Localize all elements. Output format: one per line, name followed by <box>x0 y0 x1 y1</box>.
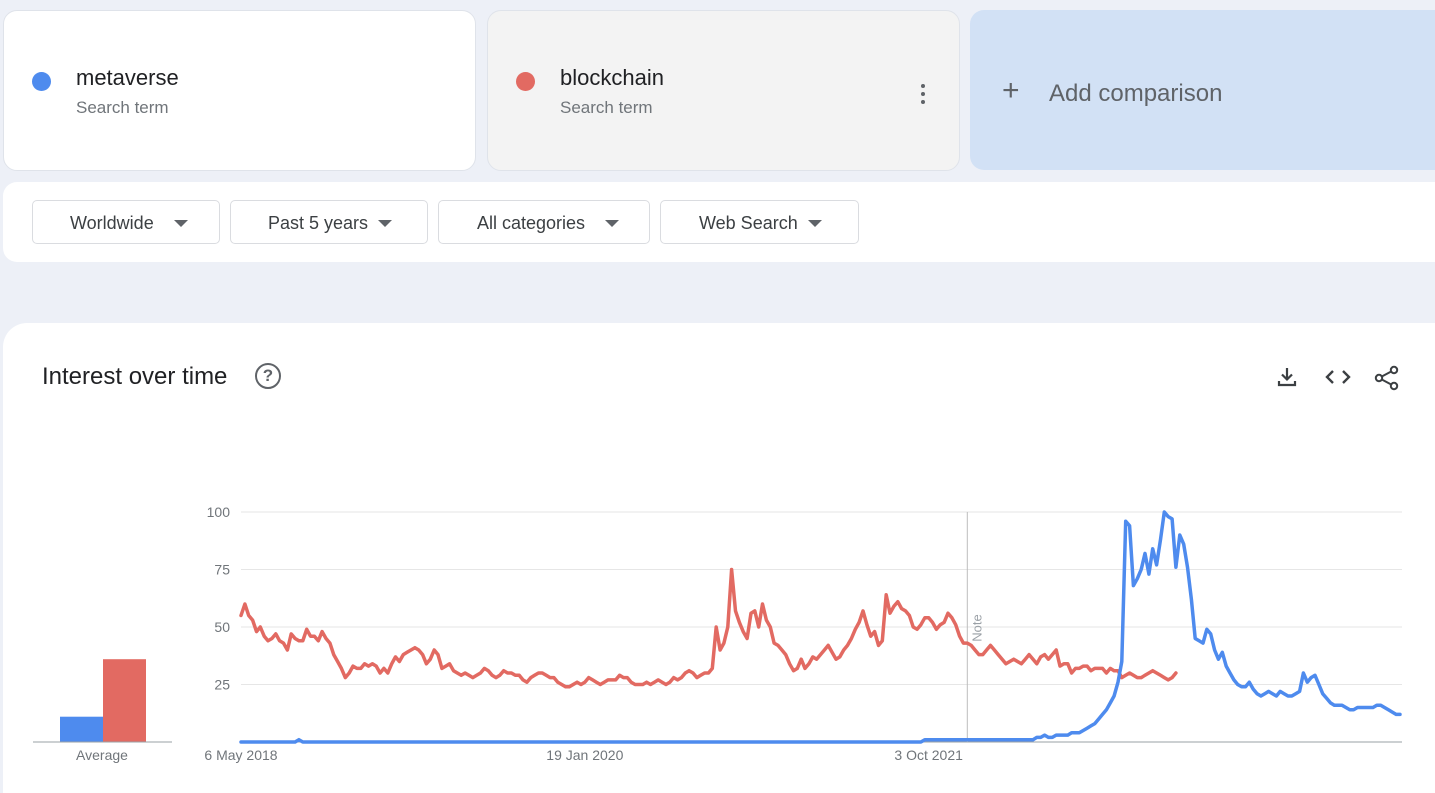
add-comparison-button[interactable]: + Add comparison <box>970 10 1435 170</box>
average-axis-label: Average <box>76 747 128 763</box>
y-tick-label: 50 <box>214 619 230 635</box>
filter-label: Web Search <box>699 213 798 233</box>
term-color-dot <box>516 72 535 91</box>
y-tick-label: 25 <box>214 677 230 693</box>
average-bar-metaverse <box>60 716 103 742</box>
filter-bar: Worldwide Past 5 years All categories We… <box>3 182 1435 262</box>
filter-label: Past 5 years <box>268 213 369 233</box>
term-card-blockchain[interactable]: blockchain Search term <box>487 10 960 171</box>
term-name[interactable]: blockchain <box>560 65 664 90</box>
average-bar-blockchain <box>103 659 146 742</box>
more-options-icon[interactable] <box>913 82 933 106</box>
search-type-filter[interactable]: Web Search <box>660 200 859 244</box>
caret-down-icon <box>605 220 619 227</box>
series-line-blockchain <box>239 567 1178 689</box>
add-comparison-label: Add comparison <box>1049 80 1223 107</box>
x-tick-label: 3 Oct 2021 <box>894 747 963 763</box>
filter-label: All categories <box>477 213 586 233</box>
term-card-metaverse[interactable]: metaverse Search term <box>3 10 476 171</box>
time-range-filter[interactable]: Past 5 years <box>230 200 428 244</box>
interest-over-time-panel: Interest over time ? <box>3 323 1435 793</box>
y-tick-label: 100 <box>207 504 231 520</box>
caret-down-icon <box>808 220 822 227</box>
series-line-metaverse <box>239 510 1402 744</box>
help-icon[interactable]: ? <box>255 363 281 389</box>
plus-icon: + <box>1002 74 1020 107</box>
embed-code-icon[interactable] <box>1324 365 1352 389</box>
share-icon[interactable] <box>1374 365 1400 391</box>
caret-down-icon <box>378 220 392 227</box>
caret-down-icon <box>174 220 188 227</box>
term-subtitle: Search term <box>560 98 653 117</box>
y-tick-label: 75 <box>214 562 230 578</box>
note-annotation-label: Note <box>969 614 984 641</box>
average-bar-chart: Average <box>33 659 172 763</box>
filter-label: Worldwide <box>70 213 154 233</box>
term-name[interactable]: metaverse <box>76 65 179 90</box>
category-filter[interactable]: All categories <box>438 200 650 244</box>
line-chart: 25 50 75 100 6 May 2018 19 Jan 2020 3 Oct 2021… <box>204 504 1402 763</box>
download-icon[interactable] <box>1275 365 1299 389</box>
region-filter[interactable]: Worldwide <box>32 200 220 244</box>
x-tick-label: 6 May 2018 <box>204 747 277 763</box>
panel-title: Interest over time <box>42 363 228 390</box>
term-color-dot <box>32 72 51 91</box>
x-tick-label: 19 Jan 2020 <box>546 747 623 763</box>
term-subtitle: Search term <box>76 98 169 117</box>
